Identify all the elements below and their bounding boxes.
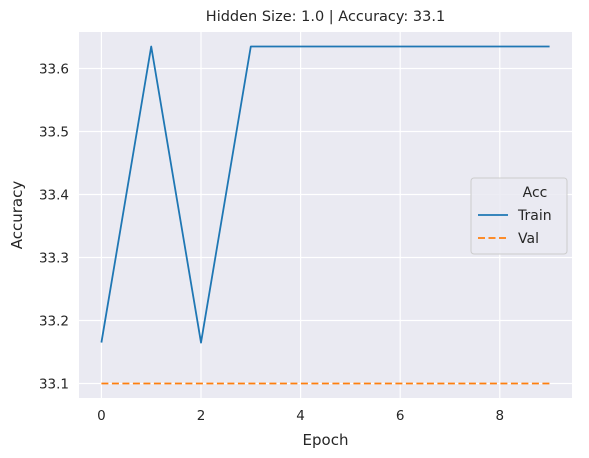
series-line-train xyxy=(100,45,550,344)
x-axis-label: Epoch xyxy=(303,431,349,449)
y-tick-label: 33.3 xyxy=(39,251,69,267)
x-tick-label: 2 xyxy=(197,408,206,424)
grid xyxy=(79,32,572,398)
legend-title: Acc xyxy=(523,185,548,201)
x-tick-label: 6 xyxy=(396,408,405,424)
legend-label-train: Train xyxy=(517,208,552,224)
y-tick-label: 33.6 xyxy=(39,62,69,78)
y-tick-label: 33.1 xyxy=(39,377,69,393)
y-axis-label: Accuracy xyxy=(8,181,26,250)
legend-box xyxy=(470,177,568,255)
legend-entries: Train Val xyxy=(478,208,552,247)
series-layer xyxy=(100,45,550,385)
x-tick-label: 8 xyxy=(495,408,504,424)
tick-labels: 0 2 4 6 8 33.1 33.2 33.3 33.4 33.5 33.6 xyxy=(39,62,504,424)
x-tick-label: 0 xyxy=(97,408,106,424)
x-tick-label: 4 xyxy=(296,408,305,424)
legend-label-val: Val xyxy=(518,231,539,247)
y-tick-label: 33.4 xyxy=(39,188,69,204)
chart-title: Hidden Size: 1.0 | Accuracy: 33.1 xyxy=(206,9,445,25)
y-tick-label: 33.2 xyxy=(39,314,69,330)
legend: Acc Train Val xyxy=(470,177,568,255)
y-tick-label: 33.5 xyxy=(39,125,69,141)
